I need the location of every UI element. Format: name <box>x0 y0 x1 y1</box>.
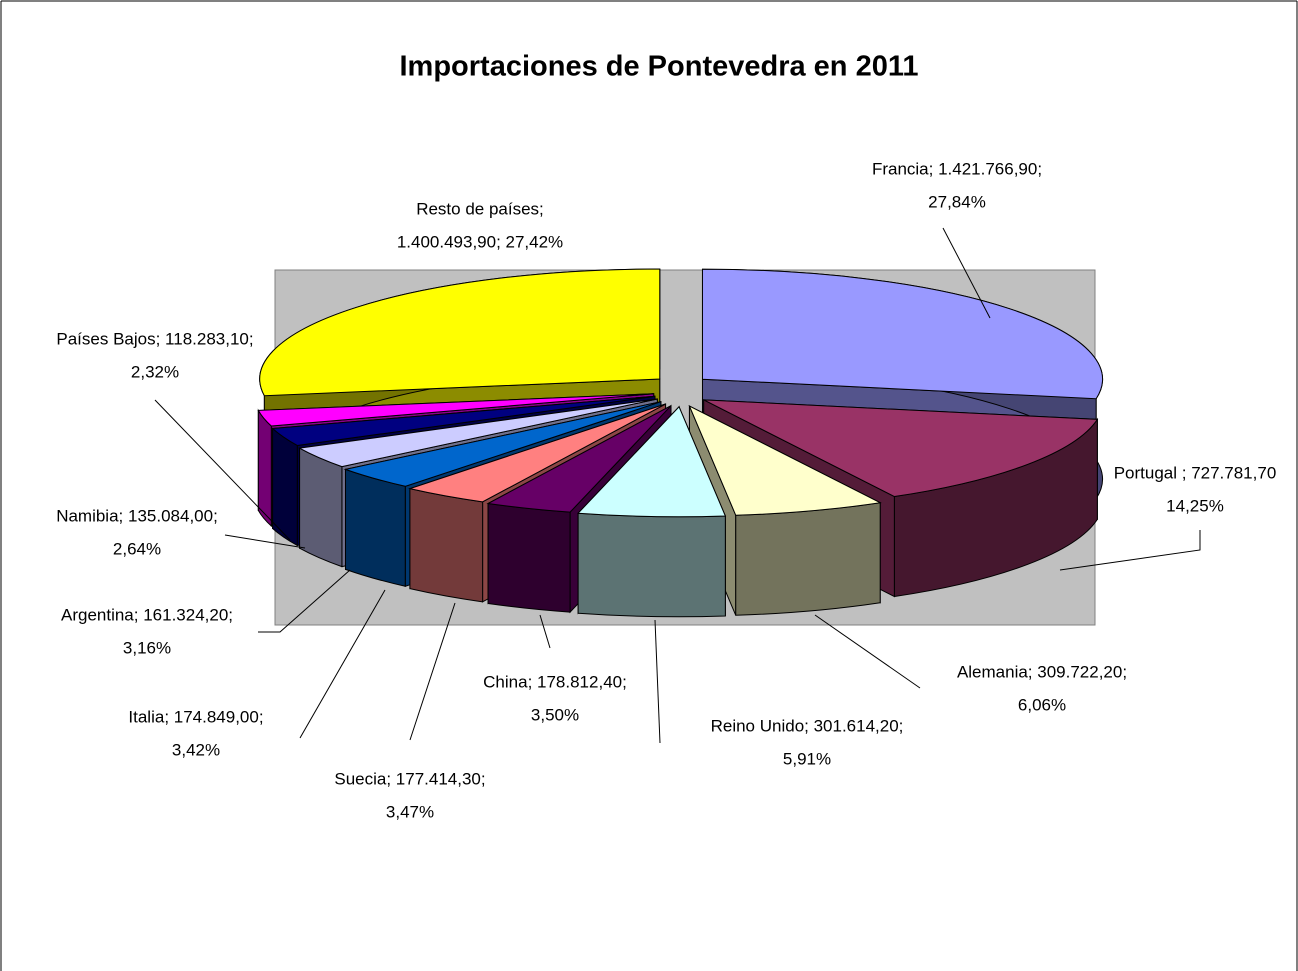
slice <box>486 405 672 513</box>
data-label: 1.400.493,90; 27,42% <box>397 232 563 251</box>
slice <box>688 404 882 516</box>
leader-line <box>539 614 551 649</box>
slice-side <box>487 502 571 613</box>
leader-line <box>942 227 991 319</box>
data-label: 3,16% <box>123 638 171 657</box>
data-label: 27,84% <box>928 192 986 211</box>
slice-side <box>272 427 298 547</box>
leader-line <box>814 614 921 689</box>
leader-line <box>258 569 351 633</box>
data-label: Francia; 1.421.766,90; <box>872 159 1042 178</box>
leader-line <box>1059 530 1201 571</box>
slice <box>259 268 661 397</box>
chart-title: Importaciones de Pontevedra en 2011 <box>400 51 919 83</box>
data-label: Suecia; 177.414,30; <box>334 769 485 788</box>
data-label: 3,47% <box>386 802 434 821</box>
data-label: Alemania; 309.722,20; <box>957 662 1127 681</box>
data-label: 3,42% <box>172 740 220 759</box>
leader-line <box>299 589 386 739</box>
data-label: Reino Unido; 301.614,20; <box>711 716 904 735</box>
leader-line <box>224 534 306 549</box>
slice <box>257 393 654 427</box>
leader-line <box>654 619 661 744</box>
slice <box>298 398 658 468</box>
leader-line <box>409 602 456 741</box>
slice-side <box>409 487 484 603</box>
data-label: 2,32% <box>131 362 179 381</box>
slice <box>577 405 727 518</box>
data-label: 5,91% <box>783 749 831 768</box>
slice-side <box>344 468 406 587</box>
slice <box>408 403 666 503</box>
data-label: Resto de países; <box>416 199 544 218</box>
data-label: Italia; 174.849,00; <box>128 707 263 726</box>
data-label: Países Bajos; 118.283,10; <box>56 329 253 348</box>
data-label: 6,06% <box>1018 695 1066 714</box>
data-label: Argentina; 161.324,20; <box>61 605 233 624</box>
leader-line <box>154 399 291 541</box>
slice-side <box>577 512 726 618</box>
data-label: Namibia; 135.084,00; <box>56 506 218 525</box>
slice-side <box>299 447 343 568</box>
slice <box>703 399 1099 498</box>
data-label: China; 178.812,40; <box>483 672 627 691</box>
data-label: 3,50% <box>531 705 579 724</box>
slice <box>343 401 662 487</box>
data-label: Portugal ; 727.781,70 <box>1114 463 1277 482</box>
data-label: 14,25% <box>1166 496 1224 515</box>
data-label: 2,64% <box>113 539 161 558</box>
slice <box>701 268 1103 400</box>
slice <box>271 395 656 446</box>
slice-side <box>735 502 881 616</box>
